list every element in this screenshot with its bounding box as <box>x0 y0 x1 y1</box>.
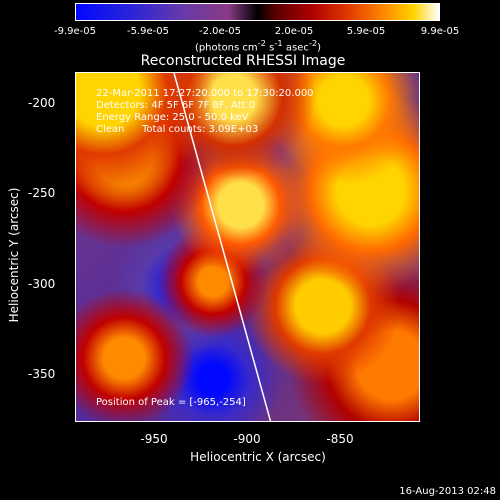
info-peak-position: Position of Peak = [-965,-254] <box>96 397 246 408</box>
colorbar-unit-label: (photons cm-2 s-1 asec-2) <box>194 38 322 54</box>
y-tick-label: -200 <box>28 96 56 110</box>
colorbar <box>75 3 440 21</box>
info-clean: Clean <box>96 124 125 135</box>
y-axis-label: Heliocentric Y (arcsec) <box>7 187 21 323</box>
x-tick-label: -900 <box>233 432 261 446</box>
image-title: Reconstructed RHESSI Image <box>140 53 346 69</box>
info-energy-range: Energy Range: 25.0 - 50.0 keV <box>96 112 249 123</box>
x-tick-label: -950 <box>140 432 168 446</box>
y-tick-label: -350 <box>28 367 56 381</box>
x-axis-label: Heliocentric X (arcsec) <box>190 450 326 464</box>
y-tick-label: -250 <box>28 186 56 200</box>
x-tick-label: -850 <box>326 432 354 446</box>
limb-line <box>173 73 272 421</box>
info-total-counts: Total counts: 3.09E+03 <box>142 124 259 135</box>
info-detectors: Detectors: 4F 5F 6F 7F 8F, Att 0 <box>96 100 256 111</box>
colorbar-tick: 9.9e-05 <box>420 26 460 37</box>
colorbar-tick: -5.9e-05 <box>127 26 169 37</box>
rhessi-image: 22-Mar-2011 17:27:20.000 to 17:30:20.000… <box>75 72 420 422</box>
info-time-range: 22-Mar-2011 17:27:20.000 to 17:30:20.000 <box>96 88 314 99</box>
colorbar-tick: -2.0e-05 <box>199 26 241 37</box>
colorbar-tick: 2.0e-05 <box>274 26 314 37</box>
footer-date: 16-Aug-2013 02:48 <box>399 486 496 497</box>
colorbar-tick: -9.9e-05 <box>54 26 96 37</box>
y-tick-label: -300 <box>28 277 56 291</box>
colorbar-tick: 5.9e-05 <box>346 26 386 37</box>
